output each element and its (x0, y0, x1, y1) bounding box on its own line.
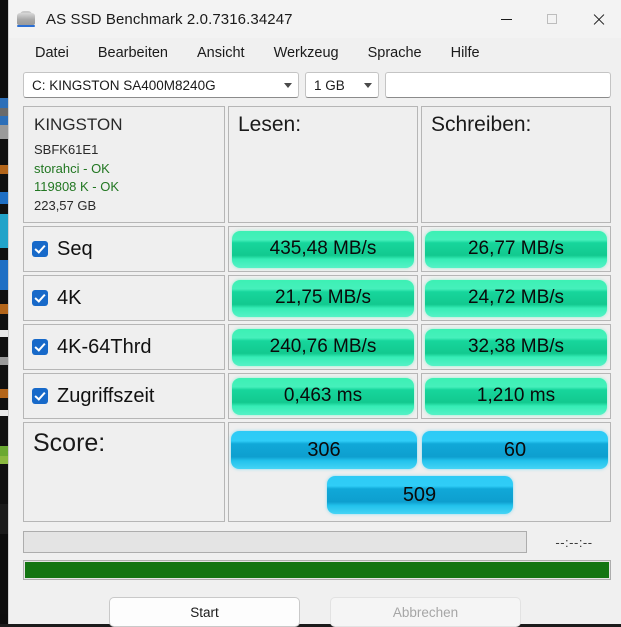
elapsed-timer: --:--:-- (555, 534, 593, 550)
start-button[interactable]: Start (109, 597, 300, 627)
table-row: Seq 435,48 MB/s 26,77 MB/s (23, 226, 611, 272)
menu-item-bearbeiten[interactable]: Bearbeiten (97, 45, 168, 61)
4k-write-value: 24,72 MB/s (425, 279, 607, 317)
title-bar: AS SSD Benchmark 2.0.7316.34247 (9, 0, 621, 38)
menu-item-ansicht[interactable]: Ansicht (197, 45, 245, 61)
window-title: AS SSD Benchmark 2.0.7316.34247 (46, 10, 293, 28)
status-row: --:--:-- (23, 531, 611, 553)
seq-read-value: 435,48 MB/s (232, 230, 414, 268)
selector-row: C: KINGSTON SA400M8240G 1 GB (9, 68, 621, 102)
table-row: 4K 21,75 MB/s 24,72 MB/s (23, 275, 611, 321)
menu-bar: Datei Bearbeiten Ansicht Werkzeug Sprach… (9, 38, 621, 68)
chevron-down-icon (364, 82, 372, 88)
table-row: Zugriffszeit 0,463 ms 1,210 ms (23, 373, 611, 419)
drive-select-value: C: KINGSTON SA400M8240G (32, 77, 216, 93)
target-path-input[interactable] (385, 72, 611, 98)
progress-bar-fill (25, 562, 609, 578)
maximize-button[interactable] (529, 0, 575, 38)
drive-firmware: SBFK61E1 (34, 142, 99, 157)
ssd-drive-icon (16, 9, 36, 29)
score-row: Score: 306 60 509 (23, 422, 611, 522)
menu-item-hilfe[interactable]: Hilfe (450, 45, 480, 61)
checkbox-seq[interactable] (32, 241, 48, 257)
table-row: 4K-64Thrd 240,76 MB/s 32,38 MB/s (23, 324, 611, 370)
score-total-value: 509 (326, 476, 513, 514)
drive-select[interactable]: C: KINGSTON SA400M8240G (23, 72, 299, 98)
row-label-seq: Seq (57, 237, 93, 260)
minimize-button[interactable] (483, 0, 529, 38)
test-size-select-value: 1 GB (314, 77, 345, 93)
row-label-4k: 4K (57, 286, 82, 309)
row-label-4k-64thrd: 4K-64Thrd (57, 335, 152, 358)
close-icon (592, 13, 605, 26)
window-controls (483, 0, 621, 38)
checkbox-4k-64thrd[interactable] (32, 339, 48, 355)
checkbox-zugriffszeit[interactable] (32, 388, 48, 404)
chevron-down-icon (284, 82, 292, 88)
drive-capacity: 223,57 GB (34, 198, 97, 214)
menu-item-werkzeug[interactable]: Werkzeug (273, 45, 339, 61)
score-read-value: 306 (231, 431, 417, 469)
4k-64thrd-write-value: 32,38 MB/s (425, 328, 607, 366)
drive-brand: KINGSTON (34, 115, 123, 134)
checkbox-4k[interactable] (32, 290, 48, 306)
progress-bar (23, 560, 611, 580)
score-label: Score: (33, 429, 106, 457)
4k-64thrd-read-value: 240,76 MB/s (232, 328, 414, 366)
score-bars-panel: 306 60 509 (228, 422, 611, 522)
alignment-status: 119808 K - OK (34, 179, 120, 195)
4k-read-value: 21,75 MB/s (232, 279, 414, 317)
driver-status: storahci - OK (34, 160, 110, 176)
cancel-button: Abbrechen (330, 597, 521, 627)
access-time-read-value: 0,463 ms (232, 377, 414, 415)
test-size-select[interactable]: 1 GB (305, 72, 379, 98)
drive-info-panel: KINGSTON SBFK61E1 storahci - OK 119808 K… (23, 106, 225, 223)
menu-item-datei[interactable]: Datei (35, 45, 69, 61)
menu-item-sprache[interactable]: Sprache (367, 45, 422, 61)
close-button[interactable] (575, 0, 621, 38)
as-ssd-benchmark-window: AS SSD Benchmark 2.0.7316.34247 Datei Be… (8, 0, 621, 627)
read-column-header: Lesen: (238, 113, 302, 136)
status-message-field (23, 531, 527, 553)
maximize-icon (547, 14, 557, 24)
minimize-icon (500, 18, 512, 20)
action-button-row: Start Abbrechen (9, 597, 621, 627)
seq-write-value: 26,77 MB/s (425, 230, 607, 268)
results-header-row: KINGSTON SBFK61E1 storahci - OK 119808 K… (23, 106, 611, 223)
write-column-header: Schreiben: (431, 113, 532, 136)
results-grid: KINGSTON SBFK61E1 storahci - OK 119808 K… (23, 106, 611, 522)
score-write-value: 60 (422, 431, 608, 469)
row-label-zugriffszeit: Zugriffszeit (57, 384, 155, 407)
background-desktop-strip (0, 0, 10, 624)
access-time-write-value: 1,210 ms (425, 377, 607, 415)
